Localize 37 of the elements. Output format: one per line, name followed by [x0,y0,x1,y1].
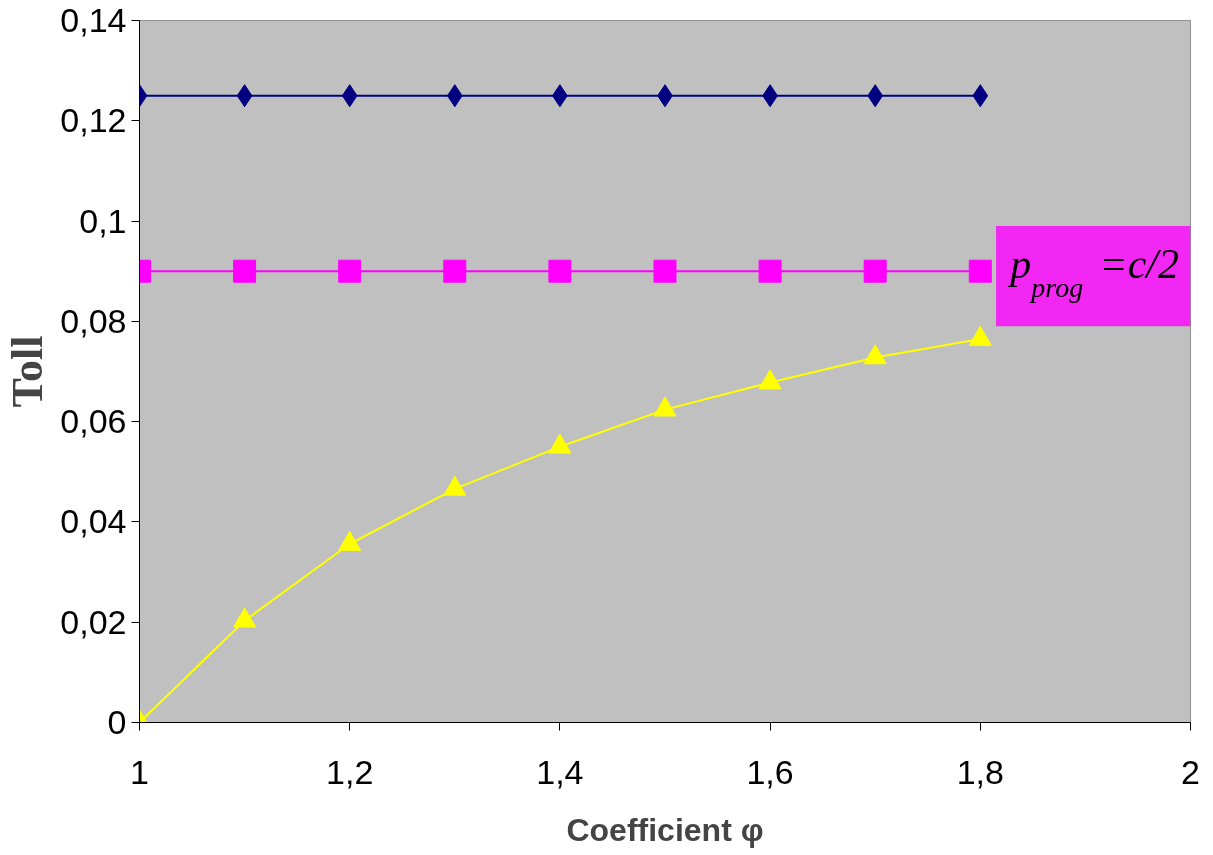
point [548,259,572,283]
x-tick-label: 2 [1181,752,1200,791]
point [443,259,467,283]
y-tick-label: 0,14 [60,1,127,39]
point [968,325,992,346]
x-tick-label: 1,6 [746,752,794,791]
point [338,259,362,283]
point [236,84,253,108]
point [446,84,463,108]
point [758,369,782,390]
y-tick-label: 0,06 [60,402,127,441]
point [863,344,887,365]
y-tick-label: 0,12 [60,101,127,140]
point [653,259,677,283]
point [758,259,782,283]
point [233,259,257,283]
y-tick-label: 0,04 [60,502,127,541]
x-axis-title: Coefficient φ [566,811,764,848]
x-tick-label: 1,2 [326,752,374,791]
point [338,530,362,551]
point [867,84,884,108]
point [548,433,572,454]
y-axis-title: Toll [3,335,53,408]
point [443,475,467,496]
point [653,396,677,417]
point [968,259,992,283]
point [972,84,989,108]
y-tick-label: 0,08 [60,301,127,340]
point [233,607,257,628]
y-tick-label: 0 [107,703,127,741]
x-tick-label: 1,8 [956,752,1004,791]
x-tick-label: 1,4 [536,752,584,791]
point [863,259,887,283]
y-tick-label: 0,02 [60,602,127,641]
x-tick-label: 1 [130,752,149,791]
point [341,84,358,108]
y-tick-label: 0,1 [79,201,127,240]
